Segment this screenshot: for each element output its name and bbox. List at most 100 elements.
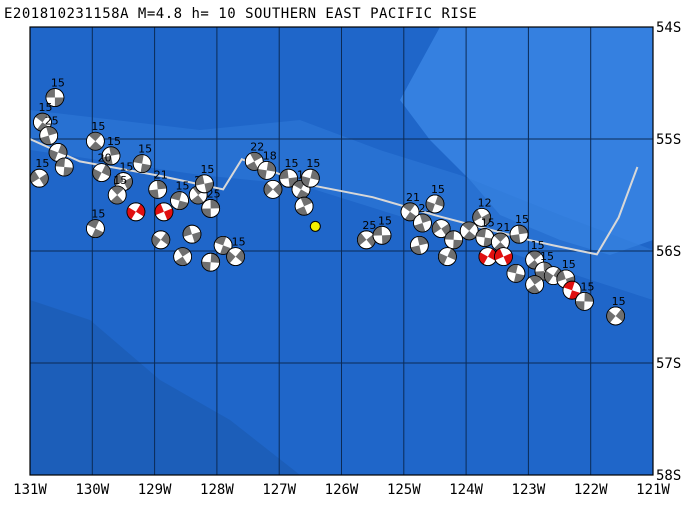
tension-quadrant — [272, 183, 282, 196]
tension-quadrant — [510, 234, 521, 244]
mechanism-label: 15 — [91, 120, 105, 133]
tension-quadrant — [88, 132, 102, 142]
mechanism-label: 15 — [176, 180, 190, 193]
tension-quadrant — [503, 252, 513, 265]
focal-mechanism: 15 — [425, 183, 445, 214]
tension-quadrant — [462, 221, 475, 231]
mechanism-label: 15 — [431, 183, 445, 196]
mechanism-label: 15 — [378, 214, 392, 227]
mechanism-label: 15 — [306, 157, 320, 170]
lon-tick-label: 130W — [75, 482, 109, 498]
focal-mechanism: 15 — [475, 217, 495, 247]
focal-mechanism — [213, 235, 233, 255]
mechanism-label: 15 — [35, 157, 49, 170]
tension-quadrant — [288, 177, 298, 188]
tension-quadrant — [92, 168, 102, 181]
focal-mechanism: 15 — [575, 280, 594, 311]
focal-mechanism — [506, 263, 526, 283]
tension-quadrant — [140, 163, 151, 173]
tension-quadrant — [615, 308, 625, 322]
tension-quadrant — [483, 237, 494, 247]
lon-tick-label: 131W — [13, 482, 47, 498]
mechanism-label: 15 — [38, 101, 52, 114]
tension-quadrant — [45, 88, 55, 98]
mechanism-label: 21 — [154, 168, 168, 181]
tension-quadrant — [544, 270, 554, 284]
focal-mechanism — [294, 196, 314, 216]
focal-mechanism — [438, 247, 457, 267]
focal-mechanism: 15 — [606, 295, 626, 326]
longitude-labels: 131W 130W 129W 128W 127W 126W 125W 124W 123W 122W… — [13, 482, 670, 498]
tension-quadrant — [226, 250, 236, 264]
latitude-labels: 54S 55S 56S 57S 58S — [656, 20, 681, 484]
focal-mechanism: 15 — [509, 213, 529, 244]
mechanism-label: 15 — [285, 157, 299, 170]
plate-boundary-line — [30, 138, 639, 256]
tension-quadrant — [517, 225, 528, 235]
focal-mechanism — [154, 202, 174, 222]
focal-mechanism: 20 — [92, 152, 112, 183]
map-area: 1515251515152015151521152025151515221815… — [30, 27, 653, 475]
tension-quadrant — [126, 207, 136, 220]
mechanism-label: 15 — [91, 208, 105, 221]
ridge-bathymetry-band — [30, 110, 653, 300]
lon-tick-label: 122W — [574, 482, 608, 498]
focal-mechanism — [151, 230, 171, 250]
focal-mechanism: 15 — [86, 120, 105, 151]
tension-quadrant — [372, 226, 382, 236]
focal-mechanism: 15 — [279, 157, 299, 188]
tension-quadrant — [89, 141, 103, 151]
tension-quadrant — [310, 169, 320, 181]
mechanism-label: 15 — [540, 250, 554, 263]
tension-quadrant — [257, 168, 267, 180]
lon-tick-label: 127W — [262, 482, 296, 498]
focal-mechanism: 15 — [107, 174, 127, 205]
tension-quadrant — [266, 161, 276, 172]
focal-mechanism — [459, 221, 479, 241]
mechanism-label: 15 — [119, 161, 133, 174]
tension-quadrant — [63, 167, 74, 177]
tension-quadrant — [472, 209, 482, 222]
tension-quadrant — [528, 250, 542, 260]
focal-mechanism — [54, 157, 74, 177]
mechanism-label: 25 — [362, 219, 376, 232]
tension-quadrant — [151, 234, 161, 248]
focal-mechanism — [494, 247, 513, 267]
tension-quadrant — [235, 249, 245, 263]
tension-quadrant — [54, 97, 64, 107]
focal-mechanism: 25 — [201, 187, 221, 218]
tension-quadrant — [478, 252, 488, 265]
focal-mechanism: 15 — [300, 157, 320, 188]
tension-quadrant — [201, 208, 211, 218]
lat-tick-label: 54S — [656, 20, 681, 36]
tension-quadrant — [507, 264, 518, 274]
focal-mechanisms: 1515251515152015151521152025151515221815… — [30, 77, 626, 326]
mechanism-label: 22 — [250, 140, 264, 153]
tension-quadrant — [156, 180, 167, 190]
tension-quadrant — [201, 261, 211, 272]
tension-quadrant — [195, 175, 205, 186]
focal-mechanism: 25 — [357, 219, 376, 250]
focal-mechanism — [201, 252, 221, 272]
mechanism-label: 15 — [612, 295, 626, 308]
deep-ocean-patch — [30, 300, 300, 475]
mechanism-label: 15 — [531, 239, 545, 252]
tension-quadrant — [39, 173, 49, 186]
lon-tick-label: 128W — [200, 482, 234, 498]
tension-quadrant — [494, 233, 507, 243]
tension-quadrant — [438, 252, 448, 265]
tension-quadrant — [133, 154, 144, 164]
focal-mechanism — [444, 230, 464, 250]
tension-quadrant — [135, 204, 145, 217]
focal-mechanism: 12 — [472, 196, 492, 227]
tension-quadrant — [204, 181, 214, 193]
mechanism-label: 15 — [562, 258, 576, 271]
focal-mechanism: 15 — [101, 135, 121, 166]
tension-quadrant — [110, 195, 124, 204]
focal-mechanism — [173, 247, 193, 267]
focal-mechanism: 15 — [86, 208, 105, 239]
tension-quadrant — [250, 152, 263, 162]
tension-quadrant — [447, 248, 457, 261]
